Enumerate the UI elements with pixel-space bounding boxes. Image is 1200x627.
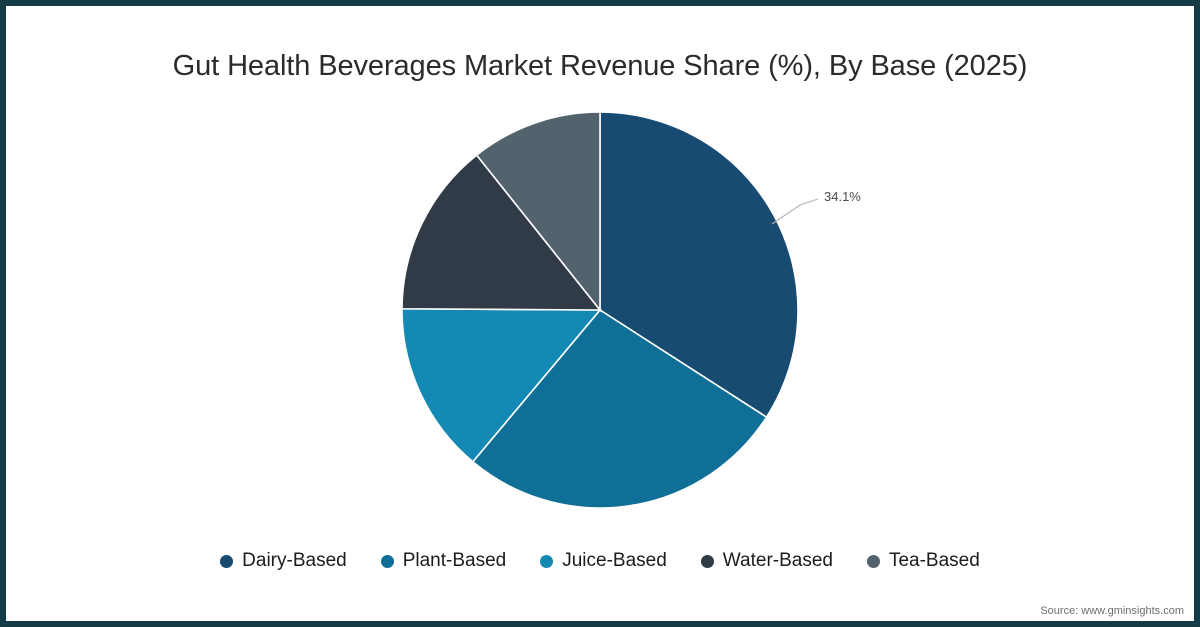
pie-slice[interactable] [471,308,768,509]
legend-color-dot-icon [220,554,234,568]
pie-chart-svg [401,111,819,509]
slice-value-label-dairy-based: 34.1% [824,189,861,204]
legend-color-dot-icon [700,554,714,568]
frame-border-right [1194,0,1200,627]
legend-item[interactable]: Tea-Based [866,550,980,572]
pie-slice[interactable] [475,111,601,313]
pie-slice[interactable] [599,111,799,419]
callout-leader-line [771,198,819,225]
pie-slice[interactable] [401,307,602,463]
frame-border-top [0,0,1200,6]
source-note: Source: www.gminsights.com [1040,605,1184,617]
page-title: Gut Health Beverages Market Revenue Shar… [172,50,1028,82]
legend-item-label: Tea-Based [888,550,980,571]
legend-item-label: Dairy-Based [242,550,347,571]
legend-item[interactable]: Juice-Based [540,550,667,572]
frame-border-bottom [0,621,1200,627]
legend-item-label: Plant-Based [402,550,507,571]
frame-border-left [0,0,6,627]
legend-item-label: Juice-Based [562,550,667,571]
pie-slice-group [401,111,799,509]
legend-color-dot-icon [380,554,394,568]
legend-item[interactable]: Water-Based [700,550,833,572]
pie-chart: 34.1% [401,111,861,509]
pie-slice[interactable] [401,153,602,311]
chart-legend: Dairy-Based Plant-Based Juice-Based Water-B… [0,540,1200,582]
legend-color-dot-icon [866,554,880,568]
legend-item[interactable]: Plant-Based [380,550,507,572]
legend-item[interactable]: Dairy-Based [220,550,347,572]
legend-item-label: Water-Based [722,550,833,571]
legend-color-dot-icon [540,554,554,568]
